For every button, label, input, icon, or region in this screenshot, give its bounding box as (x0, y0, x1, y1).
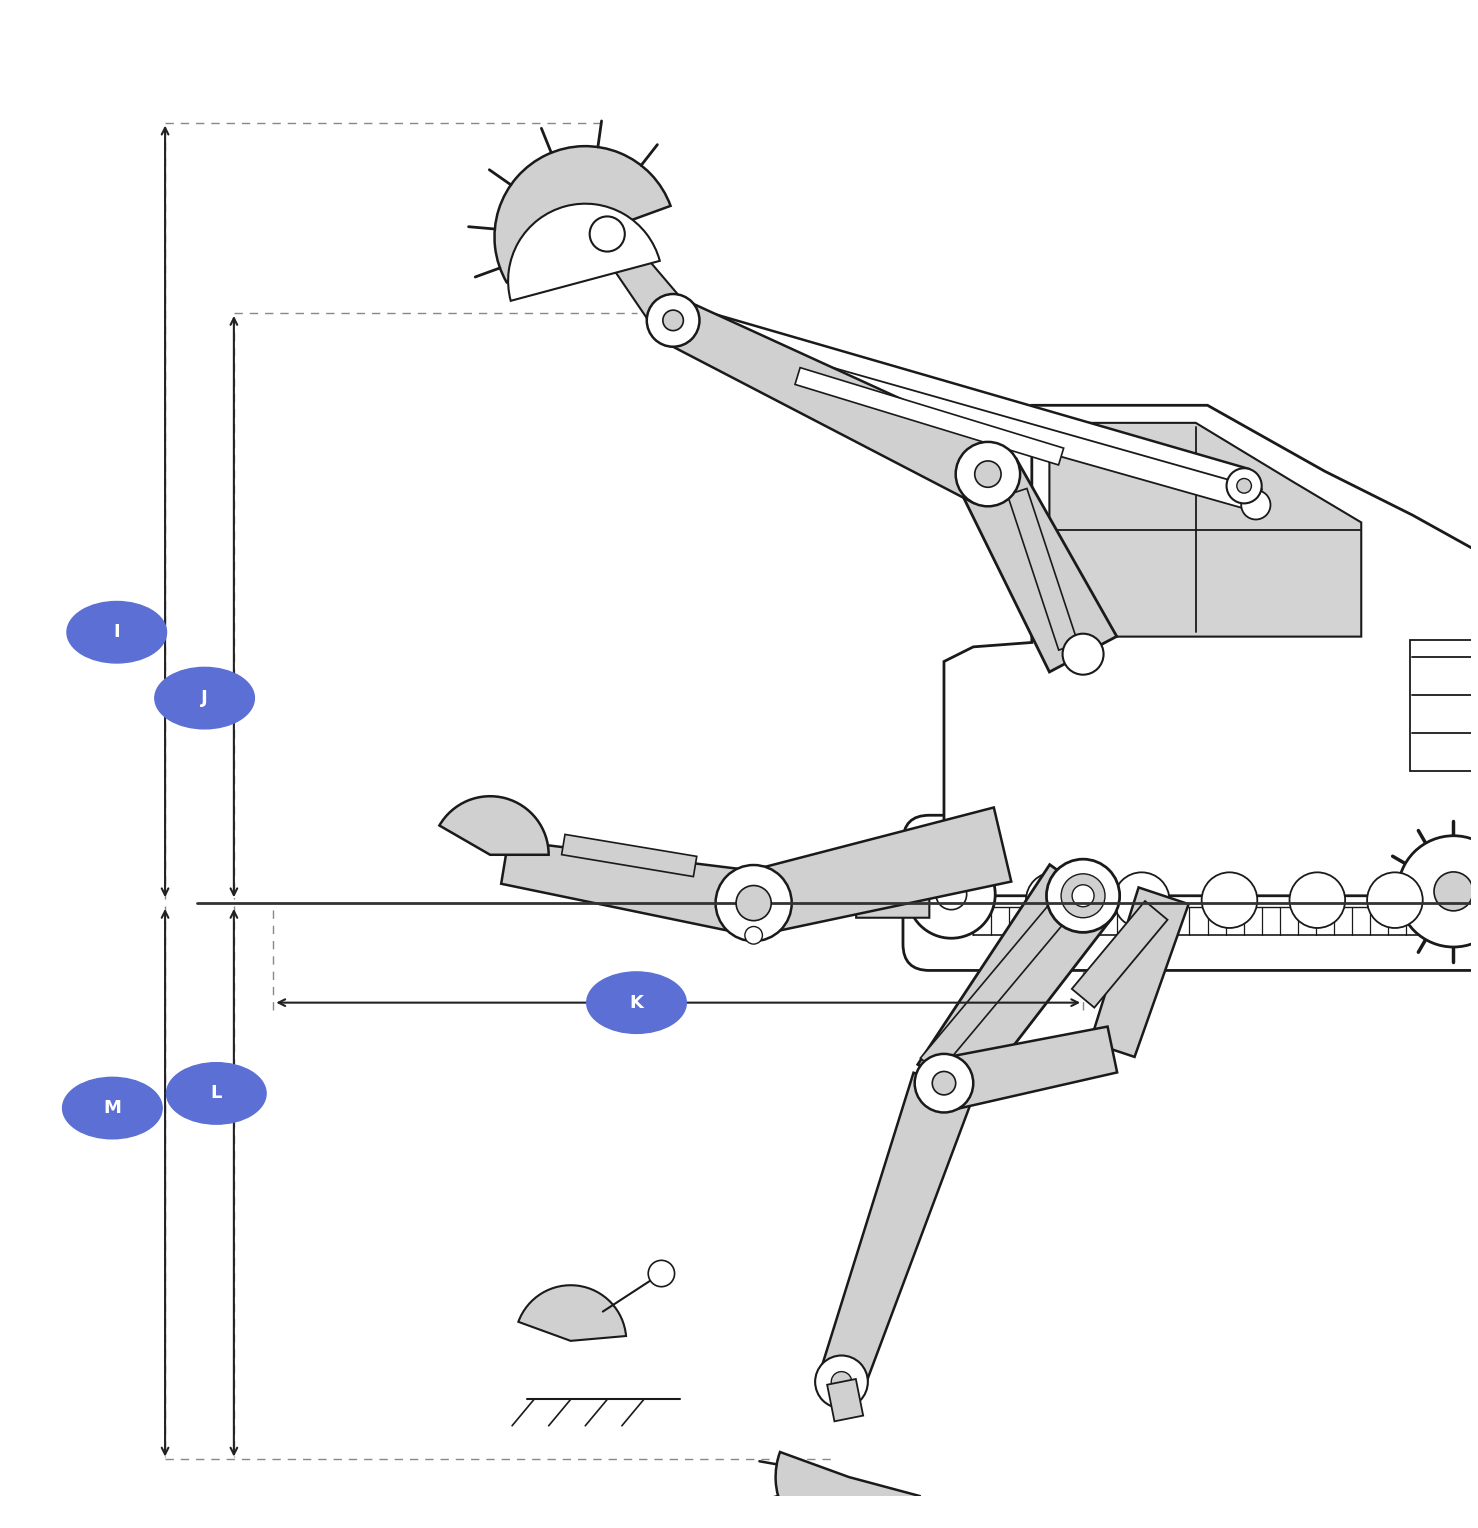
Polygon shape (795, 368, 1064, 465)
Polygon shape (946, 1027, 1117, 1109)
Polygon shape (501, 840, 758, 935)
Polygon shape (746, 807, 1011, 935)
Polygon shape (944, 405, 1478, 895)
Circle shape (1046, 859, 1120, 932)
Circle shape (590, 217, 625, 252)
Circle shape (1061, 874, 1106, 918)
Circle shape (649, 1261, 674, 1287)
Circle shape (715, 865, 792, 941)
Ellipse shape (167, 1062, 266, 1125)
Circle shape (831, 1372, 851, 1392)
Text: L: L (211, 1085, 222, 1102)
Circle shape (1227, 468, 1262, 503)
Circle shape (956, 442, 1020, 506)
Wedge shape (776, 1452, 919, 1528)
Text: K: K (630, 993, 643, 1012)
Polygon shape (562, 834, 696, 877)
Circle shape (1289, 872, 1345, 927)
Polygon shape (828, 1378, 863, 1421)
Circle shape (647, 293, 699, 347)
Wedge shape (519, 1285, 627, 1342)
Circle shape (1367, 872, 1423, 927)
Circle shape (1114, 872, 1169, 927)
Polygon shape (1072, 902, 1168, 1007)
Ellipse shape (62, 1077, 163, 1138)
Polygon shape (1049, 423, 1361, 637)
Circle shape (745, 926, 763, 944)
Circle shape (907, 851, 995, 938)
Circle shape (1202, 872, 1258, 927)
Polygon shape (681, 327, 1262, 512)
Circle shape (1398, 836, 1478, 947)
Text: M: M (103, 1099, 121, 1117)
Polygon shape (668, 304, 1249, 503)
Circle shape (662, 310, 683, 330)
Circle shape (1026, 872, 1082, 927)
Wedge shape (508, 203, 659, 301)
Polygon shape (819, 1073, 974, 1389)
Circle shape (915, 1054, 973, 1112)
FancyBboxPatch shape (903, 816, 1478, 970)
Polygon shape (959, 458, 1117, 672)
Polygon shape (596, 225, 689, 333)
Circle shape (974, 461, 1001, 487)
Circle shape (1072, 885, 1094, 906)
Polygon shape (662, 299, 1002, 503)
Circle shape (1434, 872, 1474, 911)
Circle shape (1242, 490, 1271, 520)
Wedge shape (495, 147, 671, 283)
Polygon shape (1008, 489, 1077, 649)
Circle shape (1063, 634, 1104, 675)
Ellipse shape (155, 668, 254, 729)
Circle shape (816, 1355, 868, 1409)
Bar (1410, 640, 1474, 772)
Polygon shape (918, 865, 1116, 1102)
Ellipse shape (587, 972, 686, 1033)
Circle shape (933, 1071, 956, 1096)
Circle shape (736, 886, 772, 921)
Wedge shape (439, 796, 548, 854)
Circle shape (1237, 478, 1252, 494)
Text: J: J (201, 689, 208, 707)
Polygon shape (1091, 888, 1188, 1057)
Ellipse shape (67, 602, 167, 663)
Polygon shape (921, 895, 1075, 1073)
Circle shape (936, 879, 967, 909)
Text: I: I (114, 623, 120, 642)
Polygon shape (856, 848, 930, 918)
